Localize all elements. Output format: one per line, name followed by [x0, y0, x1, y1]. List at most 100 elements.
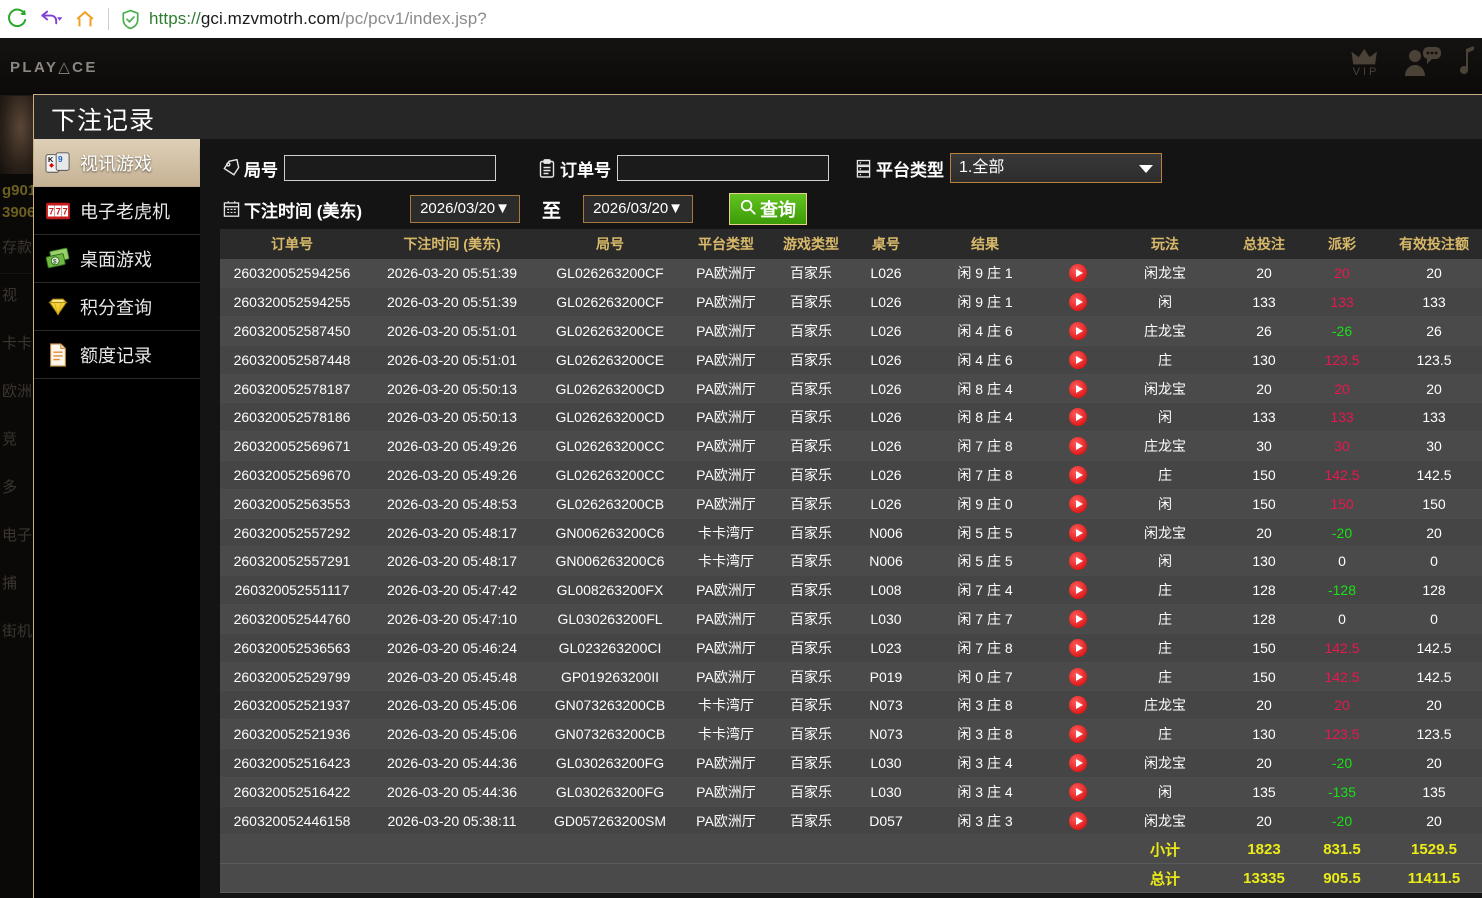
background-label-4: 竞 [2, 431, 18, 448]
game-type-cell: 百家乐 [772, 518, 850, 548]
replay-cell[interactable] [1048, 633, 1108, 663]
bet-time-cell: 2026-03-20 05:45:48 [364, 662, 540, 692]
replay-cell[interactable] [1048, 777, 1108, 807]
play-icon[interactable] [1069, 725, 1087, 744]
play-icon[interactable] [1069, 753, 1087, 772]
payout-cell: 133 [1306, 287, 1378, 318]
table-row[interactable]: 260320052516423 2026-03-20 05:44:36 GL0302… [220, 748, 1482, 778]
table-row[interactable]: 260320052563553 2026-03-20 05:48:53 GL0262… [220, 489, 1482, 519]
play-icon[interactable] [1069, 408, 1087, 427]
replay-cell[interactable] [1048, 345, 1108, 375]
table-row[interactable]: 260320052578187 2026-03-20 05:50:13 GL0262… [220, 374, 1482, 404]
sidebar-item-video-games[interactable]: K 9 视讯游戏 [34, 139, 214, 187]
col-result: 结果 [922, 229, 1048, 260]
chat-icon[interactable] [1404, 46, 1442, 80]
sidebar-item-points-query[interactable]: 积分查询 [34, 283, 200, 331]
play-icon[interactable] [1069, 811, 1087, 830]
replay-cell[interactable] [1048, 748, 1108, 778]
table-row[interactable]: 260320052521937 2026-03-20 05:45:06 GN0732… [220, 690, 1482, 721]
brand-logo[interactable]: PLAY△CE [10, 59, 98, 76]
table-row[interactable]: 260320052587450 2026-03-20 05:51:01 GL0262… [220, 316, 1482, 346]
table-row[interactable]: 260320052557291 2026-03-20 05:48:17 GN0062… [220, 546, 1482, 577]
replay-cell[interactable] [1048, 287, 1108, 318]
replay-cell[interactable] [1048, 719, 1108, 750]
table-footer-row: 总计 13335 905.5 11411.5 [220, 863, 1482, 894]
bet-time-to-input[interactable]: 2026/03/20▼ [583, 195, 694, 223]
table-row[interactable]: 260320052569670 2026-03-20 05:49:26 GL0262… [220, 460, 1482, 490]
round-no-cell: GL026263200CF [540, 287, 680, 318]
sidebar-item-slot-machine[interactable]: 7 7 7 电子老虎机 [34, 187, 200, 235]
replay-cell[interactable] [1048, 316, 1108, 346]
table-row[interactable]: 260320052536563 2026-03-20 05:46:24 GL0232… [220, 633, 1482, 663]
replay-cell[interactable] [1048, 518, 1108, 548]
total-bet-cell: 150 [1222, 633, 1306, 663]
table-row[interactable]: 260320052569671 2026-03-20 05:49:26 GL0262… [220, 431, 1482, 462]
order-no-input[interactable] [617, 155, 829, 181]
replay-cell[interactable] [1048, 806, 1108, 836]
svg-text:K: K [48, 155, 54, 164]
play-icon[interactable] [1069, 379, 1087, 398]
play-icon[interactable] [1069, 696, 1087, 715]
vip-icon[interactable]: VIP [1346, 48, 1386, 78]
play-type-cell: 闲 [1108, 402, 1222, 433]
payout-cell: 133 [1306, 402, 1378, 433]
replay-cell[interactable] [1048, 690, 1108, 721]
table-row[interactable]: 260320052594256 2026-03-20 05:51:39 GL0262… [220, 259, 1482, 289]
order-no-cell: 260320052536563 [220, 633, 364, 663]
table-row[interactable]: 260320052446158 2026-03-20 05:38:11 GD0572… [220, 806, 1482, 836]
replay-cell[interactable] [1048, 489, 1108, 519]
play-icon[interactable] [1069, 638, 1087, 657]
play-icon[interactable] [1069, 782, 1087, 801]
table-row[interactable]: 260320052587448 2026-03-20 05:51:01 GL0262… [220, 345, 1482, 375]
round-no-input[interactable] [284, 155, 496, 181]
home-icon[interactable] [68, 2, 102, 36]
footer-valid-bet: 1529.5 [1378, 834, 1482, 865]
replay-cell[interactable] [1048, 662, 1108, 692]
play-icon[interactable] [1069, 581, 1087, 600]
play-icon[interactable] [1069, 667, 1087, 686]
play-icon[interactable] [1069, 494, 1087, 513]
payout-cell: 20 [1306, 259, 1378, 289]
address-bar[interactable]: https://gci.mzvmotrh.com/pc/pcv1/index.j… [143, 9, 487, 29]
table-row[interactable]: 260320052578186 2026-03-20 05:50:13 GL0262… [220, 402, 1482, 433]
table-row[interactable]: 260320052551117 2026-03-20 05:47:42 GL0082… [220, 575, 1482, 606]
platform-type-select[interactable]: 1.全部 [950, 153, 1162, 183]
valid-bet-cell: 20 [1378, 259, 1482, 289]
play-icon[interactable] [1069, 264, 1087, 283]
replay-cell[interactable] [1048, 374, 1108, 404]
play-icon[interactable] [1069, 293, 1087, 312]
back-icon[interactable] [34, 2, 68, 36]
play-icon[interactable] [1069, 321, 1087, 340]
replay-cell[interactable] [1048, 431, 1108, 462]
col-replay [1048, 229, 1108, 260]
replay-cell[interactable] [1048, 546, 1108, 577]
play-icon[interactable] [1069, 465, 1087, 484]
replay-cell[interactable] [1048, 460, 1108, 490]
play-icon[interactable] [1069, 552, 1087, 571]
table-row[interactable]: 260320052594255 2026-03-20 05:51:39 GL0262… [220, 287, 1482, 318]
result-cell: 闲 3 庄 4 [922, 748, 1048, 778]
replay-cell[interactable] [1048, 604, 1108, 634]
table-row[interactable]: 260320052516422 2026-03-20 05:44:36 GL0302… [220, 777, 1482, 807]
sidebar-item-table-games[interactable]: $ 桌面游戏 [34, 235, 200, 283]
replay-cell[interactable] [1048, 259, 1108, 289]
table-no-cell: L026 [850, 489, 922, 519]
search-button[interactable]: 查询 [729, 193, 808, 225]
play-type-cell: 庄 [1108, 719, 1222, 750]
table-row[interactable]: 260320052544760 2026-03-20 05:47:10 GL0302… [220, 604, 1482, 634]
reload-icon[interactable] [0, 2, 34, 36]
play-icon[interactable] [1069, 350, 1087, 369]
search-button-label: 查询 [760, 200, 797, 220]
music-icon[interactable] [1460, 46, 1476, 80]
game-type-cell: 百家乐 [772, 662, 850, 692]
table-row[interactable]: 260320052521936 2026-03-20 05:45:06 GN0732… [220, 719, 1482, 750]
play-icon[interactable] [1069, 437, 1087, 456]
replay-cell[interactable] [1048, 402, 1108, 433]
replay-cell[interactable] [1048, 575, 1108, 606]
play-icon[interactable] [1069, 609, 1087, 628]
bet-time-from-input[interactable]: 2026/03/20▼ [410, 195, 521, 223]
table-row[interactable]: 260320052529799 2026-03-20 05:45:48 GP0192… [220, 662, 1482, 692]
table-row[interactable]: 260320052557292 2026-03-20 05:48:17 GN0062… [220, 518, 1482, 548]
play-icon[interactable] [1069, 523, 1087, 542]
sidebar-item-credit-records[interactable]: 额度记录 [34, 331, 200, 379]
